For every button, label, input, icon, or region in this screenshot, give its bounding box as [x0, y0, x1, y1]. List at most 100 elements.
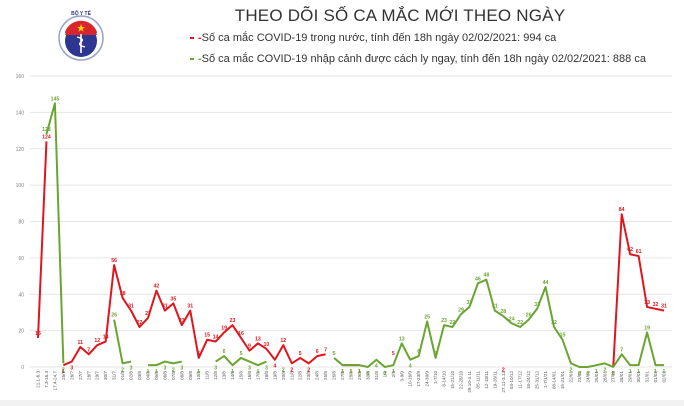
data-label: 32: [534, 302, 540, 308]
data-label: 2: [603, 367, 606, 373]
x-tick-label: 03/8: [137, 371, 142, 380]
series-line: [37, 141, 48, 338]
data-label: 44: [543, 280, 549, 286]
x-tick-label: 04/8: [145, 371, 150, 380]
data-label: 5: [333, 351, 336, 357]
legend-swatch-red: [190, 37, 194, 40]
series-line: [45, 102, 65, 364]
y-tick-label: 40: [18, 292, 24, 298]
x-tick-label: 17.4-24.7: [52, 371, 57, 391]
x-tick-label: 15-21/10: [450, 371, 455, 390]
legend-label-imported: Số ca mắc COVID-19 nhập cảnh được cách l…: [201, 53, 646, 65]
data-label: 7: [87, 347, 90, 353]
data-label: 1: [595, 369, 598, 375]
x-tick-label: 28/8: [349, 371, 354, 380]
x-tick-label: 27/8: [340, 371, 345, 380]
data-label: 5: [392, 351, 395, 357]
x-tick-label: 30/01: [636, 371, 641, 383]
data-label: 31: [162, 304, 168, 310]
data-label: 0: [612, 371, 615, 377]
data-label: 2: [282, 367, 285, 373]
data-label: 22: [450, 320, 456, 326]
x-tick-label: 12-18/11: [484, 371, 489, 389]
data-label: 32: [653, 302, 659, 308]
x-tick-label: 25/01: [594, 371, 599, 383]
x-tick-label: 1/9: [382, 371, 387, 378]
x-tick-label: 24/8: [315, 371, 320, 380]
data-label: 33: [467, 300, 473, 306]
x-tick-label: 27/7: [78, 371, 83, 380]
data-label: 1: [341, 369, 344, 375]
series-line: [215, 355, 267, 367]
x-tick-label: 15-21/01: [560, 371, 565, 390]
x-tick-label: 1-7/1/21: [543, 371, 548, 388]
data-label: 1: [350, 369, 353, 375]
data-label: 56: [111, 258, 117, 264]
data-label: 29: [458, 307, 464, 313]
data-label: 5: [197, 351, 200, 357]
data-label: 3: [130, 366, 133, 372]
data-label: 4: [273, 364, 276, 370]
data-label: 22: [137, 320, 143, 326]
x-tick-label: 25/8: [323, 371, 328, 380]
data-label: 24: [509, 316, 515, 322]
data-label: 1: [663, 369, 666, 375]
bottom-border: [0, 400, 684, 406]
x-tick-label: 24/01: [585, 371, 590, 383]
data-label: 1: [392, 369, 395, 375]
data-label: 1: [358, 369, 361, 375]
data-label: 2: [502, 367, 505, 373]
x-tick-label: 22/01: [568, 371, 573, 383]
x-tick-label: 17/8: [255, 371, 260, 380]
x-tick-label: 19/8: [272, 371, 277, 380]
svg-text:BỘ Y TẾ: BỘ Y TẾ: [71, 9, 91, 17]
data-label: 2: [172, 367, 175, 373]
data-label: 10: [264, 342, 270, 348]
y-tick-label: 160: [16, 74, 25, 80]
data-label: 145: [51, 96, 60, 102]
data-label: 62: [627, 247, 633, 253]
x-tick-label: 02/02: [662, 371, 667, 383]
data-label: 26: [526, 313, 532, 319]
data-label: 23: [179, 318, 185, 324]
data-label: 11: [78, 340, 84, 346]
legend-item-imported: -Số ca mắc COVID-19 nhập cảnh được cách …: [190, 53, 646, 65]
y-tick-label: 80: [18, 220, 24, 226]
data-label: 16: [35, 331, 41, 337]
data-label: 0: [578, 371, 581, 377]
data-label: 3: [163, 366, 166, 372]
x-tick-label: 2/9: [391, 371, 396, 378]
data-label: 124: [42, 134, 51, 140]
data-label: 14: [103, 335, 109, 341]
data-label: 38: [120, 291, 126, 297]
data-label: 61: [636, 249, 642, 255]
x-tick-label: 19-26/11: [492, 371, 497, 389]
legend-swatch-green: [190, 58, 194, 61]
x-tick-label: 31/7: [112, 371, 117, 380]
x-tick-label: 24-30/9: [425, 371, 430, 387]
x-tick-label: 15/8: [239, 371, 244, 380]
x-tick-label: 21/8: [289, 371, 294, 380]
data-label: 3: [70, 366, 73, 372]
series-line: [612, 213, 665, 368]
data-label: 12: [280, 338, 286, 344]
x-tick-label: 14/8: [230, 371, 235, 380]
data-label: 1: [257, 369, 260, 375]
data-label: 25: [424, 315, 430, 321]
data-label: 1: [155, 369, 158, 375]
x-tick-label: 26/8: [332, 371, 337, 380]
data-label: 19: [221, 325, 227, 331]
data-label: 13: [399, 336, 405, 342]
data-label: 7: [620, 347, 623, 353]
x-tick-label: 27.11-3.12: [501, 371, 506, 393]
x-tick-label: 1-7/10: [433, 371, 438, 384]
data-label: 4: [409, 364, 412, 370]
y-tick-label: 0: [21, 365, 24, 371]
data-label: 1: [147, 369, 150, 375]
y-tick-label: 60: [18, 256, 24, 262]
x-tick-label: 08/8: [179, 371, 184, 380]
data-label: 1: [654, 369, 657, 375]
x-tick-label: 30/8: [365, 371, 370, 380]
data-label: 14: [213, 335, 219, 341]
